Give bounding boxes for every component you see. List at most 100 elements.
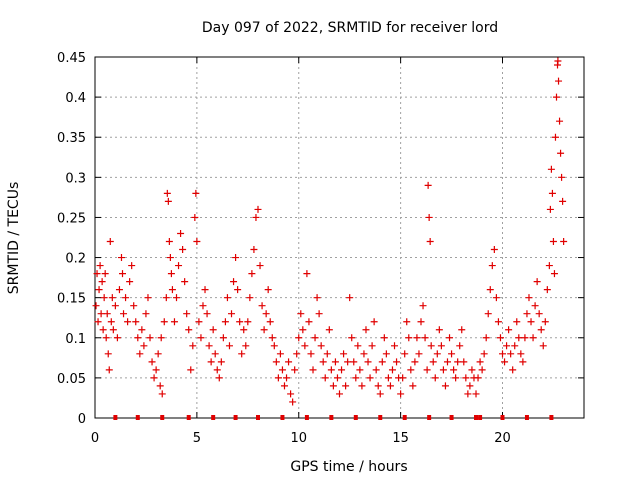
data-point [148,358,156,366]
data-point [560,238,568,246]
data-point [199,302,207,310]
data-point [242,342,250,350]
data-point [262,310,270,318]
data-point [352,374,360,382]
data-point [144,294,152,302]
y-tick-label: 0.3 [65,171,86,186]
data-point [331,358,339,366]
data-point [505,326,513,334]
data-point [424,181,432,189]
data-point [344,358,352,366]
data-point [217,358,225,366]
data-point [474,374,482,382]
data-point [119,270,127,278]
data-point [552,93,560,101]
data-point [411,358,419,366]
data-point [150,374,158,382]
data-point [240,326,248,334]
plot-frame [94,56,585,419]
data-point [272,358,280,366]
grid [95,57,584,418]
data-point [166,254,174,262]
data-point [228,310,236,318]
data-point [509,366,517,374]
data-point [549,238,557,246]
data-point [370,318,378,326]
data-point [448,350,456,358]
data-point [336,390,343,398]
data-point [223,294,231,302]
data-point [156,382,164,390]
data-point [494,318,502,326]
data-point [354,342,362,350]
data-point [225,342,233,350]
data-point [183,310,191,318]
data-point [501,358,509,366]
data-point [315,310,323,318]
data-point [517,350,525,358]
data-point [244,318,252,326]
data-point [521,334,529,342]
data-point [122,294,130,302]
data-point [382,350,390,358]
data-point [256,262,264,270]
data-point [258,302,266,310]
data-point [97,310,105,318]
data-point [191,213,199,221]
y-tick-label: 0.1 [65,332,86,347]
data-point [185,326,193,334]
data-point [299,326,307,334]
data-point [519,358,527,366]
data-point [555,77,563,85]
baseline-point [135,415,140,420]
y-tick-label: 0.05 [57,372,86,387]
data-point [460,358,468,366]
data-point [450,366,458,374]
data-point [274,374,282,382]
data-point [211,350,219,358]
data-point [293,350,301,358]
data-point [111,302,119,310]
data-point [215,374,223,382]
data-point [201,286,209,294]
data-point [541,318,549,326]
data-point [98,278,106,286]
data-point [543,286,551,294]
x-tick-label: 5 [193,431,201,446]
data-point [427,342,435,350]
data-point [95,286,103,294]
data-point [372,366,380,374]
data-point [270,342,278,350]
data-point [307,350,315,358]
data-point [325,326,333,334]
data-point [441,382,449,390]
data-point [557,149,565,157]
data-point [556,117,564,125]
data-point [435,326,443,334]
data-point [317,342,325,350]
data-point [236,318,244,326]
data-point [102,334,110,342]
data-point [558,173,566,181]
data-point [409,382,417,390]
data-point [446,334,454,342]
data-point [346,294,354,302]
data-point [146,334,154,342]
data-point [548,189,556,197]
baseline-point [329,415,334,420]
data-point [303,270,311,278]
data-point [305,318,313,326]
data-point [527,318,535,326]
data-point [195,318,203,326]
y-axis: 0 0.05 0.1 0.15 0.2 0.25 0.3 0.35 0.4 0.45 [57,51,584,427]
data-point [264,286,272,294]
baseline-point [304,415,309,420]
data-point [329,382,337,390]
data-point [472,390,480,398]
data-point [107,318,115,326]
data-point [124,318,132,326]
x-tick-label: 20 [494,431,511,446]
data-point [533,278,541,286]
data-point [197,334,205,342]
data-point [378,358,386,366]
